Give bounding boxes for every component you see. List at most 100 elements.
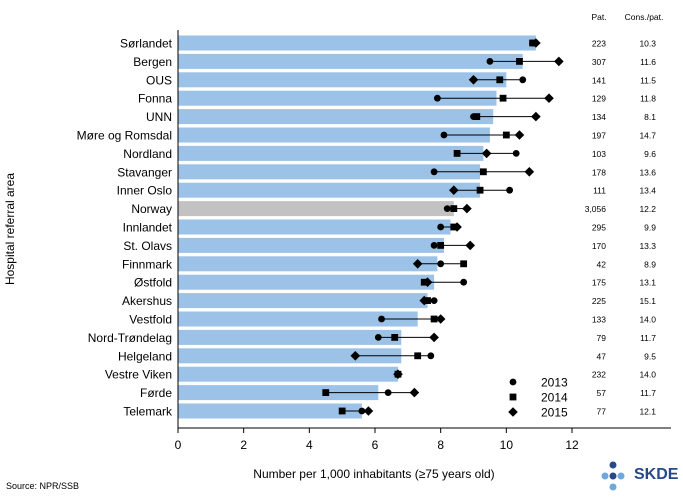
source-note: Source: NPR/SSB [6,481,80,491]
table-cell-pat: 77 [597,407,607,417]
legend-label: 2013 [541,376,568,390]
marker-2014 [338,407,346,415]
table-cell-cons: 8.1 [644,112,656,122]
category-label: UNN [146,110,172,124]
x-ticks-layer: 0 2 4 6 8 10 12 [175,428,579,452]
category-label: Møre og Romsdal [77,129,172,143]
x-tick-label: 0 [175,438,182,452]
table-layer: Pat. Cons./pat. 223 10.3 307 11.6 141 11.5 129… [585,12,664,417]
logo-dot [609,461,617,469]
logo-dot [609,483,617,491]
marker-2013 [433,94,441,102]
category-label: Akershus [122,294,172,308]
bar [178,35,536,51]
marker-2013 [430,168,438,176]
table-cell-pat: 225 [592,296,606,306]
bar [178,219,451,235]
marker-2015 [544,93,554,103]
marker-2013 [378,315,385,323]
marker-2014 [460,260,468,268]
x-tick-label: 2 [240,438,247,452]
table-cell-pat: 129 [592,94,606,104]
marker-2015 [462,203,472,214]
legend-marker-2015 [508,407,518,417]
category-label: Bergen [133,55,172,69]
bar [178,256,438,272]
table-cell-cons: 9.9 [644,223,656,233]
table-cell-pat: 178 [592,167,606,177]
category-label: Stavanger [117,165,172,179]
marker-2015 [531,111,541,122]
category-label: Førde [140,386,172,400]
x-tick-label: 8 [437,438,444,452]
marker-2015 [452,222,462,232]
marker-2013 [512,150,520,157]
bar [178,311,418,327]
legend-label: 2014 [541,391,568,405]
bar [178,201,454,217]
category-label: Vestre Viken [105,368,172,382]
bar [178,109,494,125]
bar [178,366,398,382]
table-cell-pat: 232 [592,370,606,380]
marker-2015 [449,185,459,195]
table-cell-cons: 9.6 [644,149,656,159]
table-cell-pat: 141 [592,75,606,85]
table-cell-cons: 14.0 [639,370,656,380]
bars-layer [178,35,536,419]
category-label: Finnmark [122,257,173,271]
marker-2015 [524,167,535,177]
marker-2015 [435,314,446,324]
x-tick-label: 12 [565,438,579,452]
table-cell-cons: 11.7 [640,333,656,343]
legend-marker-2014 [509,393,517,401]
marker-2013 [437,260,445,268]
marker-2014 [414,352,422,360]
x-tick-label: 6 [372,438,379,452]
legend-marker-2013 [509,378,517,386]
category-label: Helgeland [118,349,172,363]
table-header-cons: Cons./pat. [625,12,664,22]
marker-2014 [450,205,458,212]
marker-2015 [514,130,525,140]
logo-dot [609,472,617,480]
x-tick-label: 4 [306,438,313,452]
marker-2015 [412,259,423,269]
marker-2015 [481,148,492,159]
logo-text: SKDE [634,466,679,483]
bar [178,274,435,290]
table-cell-cons: 13.4 [639,186,656,196]
x-tick-label: 10 [500,438,514,452]
marker-2014 [502,131,510,139]
bar [178,53,523,69]
table-cell-cons: 12.2 [639,204,656,214]
table-cell-pat: 197 [592,131,606,141]
logo-dot [601,472,609,480]
bar [178,237,444,253]
marker-2014 [499,94,507,102]
category-label: Vestfold [129,313,172,327]
bar [178,145,484,161]
category-label: Fonna [138,92,172,106]
bar [178,72,507,88]
bar [178,182,481,198]
marker-2013 [384,389,392,396]
bar [178,385,379,401]
marker-2014 [479,168,487,176]
skde-logo [601,461,625,491]
table-cell-pat: 103 [592,149,606,159]
table-cell-cons: 15.1 [639,296,656,306]
table-cell-pat: 42 [597,259,607,269]
table-cell-pat: 170 [592,241,606,251]
table-cell-cons: 10.3 [639,39,656,49]
table-cell-pat: 223 [592,39,606,49]
bar [178,403,362,419]
table-cell-pat: 134 [592,112,606,122]
marker-2014 [430,315,438,323]
marker-2013 [460,278,468,286]
marker-2013 [430,242,438,249]
marker-2013 [486,58,494,65]
category-label: Østfold [134,276,172,290]
marker-2015 [422,277,433,287]
